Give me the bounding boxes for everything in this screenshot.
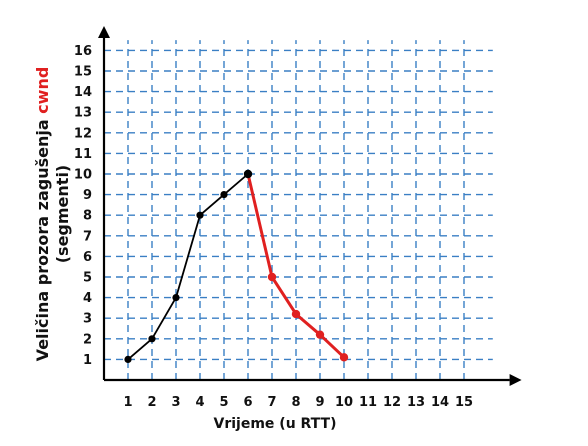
y-tick-label: 13 — [74, 106, 92, 121]
data-point-black — [196, 211, 204, 219]
y-axis-label-text: Veličina prozora zagušenja — [33, 114, 52, 362]
y-tick-label: 12 — [74, 126, 92, 141]
x-tick-label: 10 — [335, 395, 353, 410]
data-point-red — [315, 330, 325, 339]
data-point-black — [220, 191, 228, 199]
y-tick-label: 5 — [83, 271, 92, 286]
y-tick-label: 15 — [74, 65, 92, 80]
x-tick-label: 4 — [195, 395, 204, 410]
y-tick-label: 6 — [83, 250, 92, 265]
data-point-red — [267, 272, 277, 282]
x-tick-label: 2 — [147, 395, 156, 410]
y-tick-label: 16 — [74, 44, 92, 59]
x-tick-label: 3 — [171, 395, 180, 410]
y-axis-label-units: (segmenti) — [53, 165, 72, 264]
x-axis-label: Vrijeme (u RTT) — [214, 416, 337, 432]
y-tick-label: 11 — [74, 147, 92, 162]
data-point-black — [124, 355, 132, 363]
y-tick-label: 10 — [74, 168, 92, 183]
x-tick-label: 12 — [383, 395, 401, 410]
y-axis-arrow — [98, 26, 110, 39]
grid — [104, 40, 493, 380]
data-point-red — [339, 353, 349, 362]
y-tick-label: 1 — [83, 353, 92, 368]
x-tick-label: 13 — [407, 395, 425, 410]
tick-labels: 1 2 3 4 5 6 7 8 9 10 11 12 13 14 151234567891011121314… — [74, 44, 473, 410]
x-tick-label: 15 — [455, 395, 473, 410]
data-point-black — [172, 294, 180, 302]
y-axis-label-cwnd: cwnd — [33, 67, 52, 114]
x-tick-label: 5 — [219, 395, 228, 410]
y-tick-label: 7 — [83, 229, 92, 244]
axes — [98, 26, 522, 386]
series — [124, 169, 349, 363]
data-point-red — [291, 309, 301, 319]
y-tick-label: 3 — [83, 312, 92, 327]
x-tick-label: 14 — [431, 395, 449, 410]
x-tick-label: 7 — [267, 395, 276, 410]
x-tick-label: 8 — [291, 395, 300, 410]
x-axis-arrow — [509, 374, 522, 386]
y-tick-label: 4 — [83, 291, 92, 306]
series-line-black — [127, 173, 249, 361]
x-tick-label: 6 — [243, 395, 252, 410]
y-tick-label: 2 — [83, 332, 92, 347]
y-axis-label: Veličina prozora zagušenja cwnd — [33, 67, 52, 362]
y-tick-label: 9 — [83, 188, 92, 203]
x-tick-label: 9 — [315, 395, 324, 410]
y-tick-label: 14 — [74, 85, 92, 100]
x-tick-label: 1 — [123, 395, 132, 410]
data-point-red — [243, 169, 253, 179]
x-tick-label: 11 — [359, 395, 377, 410]
y-tick-label: 8 — [83, 209, 92, 224]
data-point-black — [148, 335, 156, 343]
